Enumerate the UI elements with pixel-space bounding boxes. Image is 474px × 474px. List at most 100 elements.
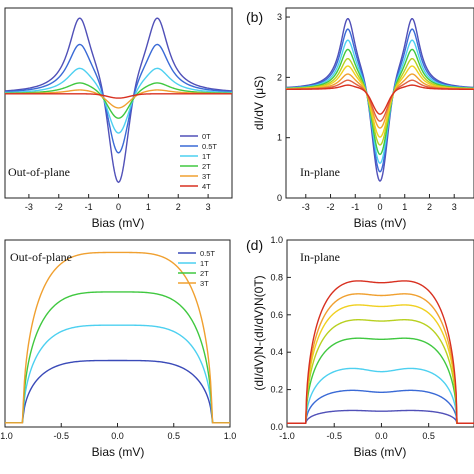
series-line-1t [5,324,230,424]
curves-a [4,17,233,184]
legend-entry: 1T [202,152,211,161]
legend-entry: 0T [202,132,211,141]
panel-d: -1.0 -0.5 0.0 0.5 0.0 0.2 0.4 0.6 0.8 1.0 (d) In… [246,235,474,459]
series-line-0 [285,17,474,182]
x-tick-label: -3 [25,202,33,212]
x-axis-label-c: Bias (mV) [92,445,145,459]
x-tick-label: 2 [427,202,432,212]
series-line-6 [285,73,474,129]
x-tick-label: 3 [452,202,457,212]
series-line-0.5t [4,43,233,154]
x-tick-label: 0.5 [167,431,180,441]
y-ticks-b: 0 1 2 3 [277,12,290,203]
x-tick-label: 1 [402,202,407,212]
x-ticks-d: -1.0 -0.5 0.0 0.5 [279,423,435,441]
x-tick-label: 3 [206,202,211,212]
series-line-1 [285,28,474,173]
series-line-5 [285,65,474,138]
x-ticks-c: -1.0 -0.5 0.0 0.5 1.0 [0,423,236,441]
y-tick-label: 0.6 [270,310,283,320]
x-tick-label: -0.5 [53,431,69,441]
y-tick-label: 3 [277,12,282,22]
legend-entry: 3T [202,172,211,181]
legend-entry: 2T [202,162,211,171]
curves-c [5,251,230,424]
y-tick-label: 1.0 [270,235,283,245]
series-line-0t [4,17,233,184]
x-tick-label: -0.5 [326,431,342,441]
y-tick-label: 0.0 [270,422,283,432]
series-line-4 [287,319,474,424]
x-tick-label: 2 [176,202,181,212]
legend-entry: 0.5T [202,142,217,151]
x-axis-label-d: Bias (mV) [354,445,407,459]
y-axis-label-d: (dI/dV)N-(dI/dV)N(0T) [252,275,266,390]
x-tick-label: -1.0 [279,431,295,441]
series-line-6 [287,293,474,424]
series-line-5 [287,304,474,424]
x-tick-label: -1 [351,202,359,212]
y-ticks-d: 0.0 0.2 0.4 0.6 0.8 1.0 [270,235,291,432]
series-line-2 [287,367,474,424]
legend-entry: 4T [202,182,211,191]
series-line-0.5t [5,359,230,424]
series-line-2t [4,82,233,119]
annotation-c: Out-of-plane [10,250,72,264]
x-tick-label: 0.5 [422,431,435,441]
series-line-3t [5,251,230,424]
series-line-8 [286,84,474,115]
x-tick-label: 0 [116,202,121,212]
y-tick-label: 0.2 [270,385,283,395]
x-tick-label: -3 [302,202,310,212]
y-tick-label: 1 [277,133,282,143]
panel-label-b: (b) [246,9,263,25]
x-tick-label: 0 [377,202,382,212]
curves-b [285,17,474,182]
legend-entry: 3T [200,279,209,288]
series-line-4t [5,93,232,99]
series-line-0 [287,409,474,424]
series-line-4 [285,57,474,146]
y-tick-label: 2 [277,72,282,82]
x-tick-label: 1.0 [224,431,237,441]
annotation-d: In-plane [300,250,340,264]
x-tick-label: 1 [146,202,151,212]
series-line-3 [285,48,474,156]
panel-label-d: (d) [246,237,263,253]
x-tick-label: -2 [55,202,63,212]
panel-c: -1.0 -0.5 0.0 0.5 1.0 Out-of-plane 0.5T1T2T3… [0,239,236,459]
legend-entry: 2T [200,269,209,278]
series-line-1 [287,389,474,424]
y-axis-label-b: dI/dV (μS) [252,76,266,130]
legend-entry: 1T [200,259,209,268]
legend-entry: 0.5T [200,249,215,258]
x-axis-label-a: Bias (mV) [92,216,145,230]
y-tick-label: 0.8 [270,272,283,282]
curves-d [287,280,474,424]
x-axis-label-b: Bias (mV) [354,216,407,230]
y-tick-label: 0 [277,193,282,203]
x-tick-label: 0.0 [111,431,124,441]
y-tick-label: 0.4 [270,347,283,357]
x-ticks-b: -3 -2 -1 0 1 2 3 [302,194,457,212]
x-tick-label: -2 [327,202,335,212]
series-line-7 [287,280,474,424]
annotation-b: In-plane [300,165,340,179]
series-line-1t [4,67,233,134]
series-line-2t [5,291,230,424]
plot-frame-c [4,239,231,428]
series-line-3 [287,337,474,424]
series-line-3t [5,89,232,109]
x-tick-label: 0.0 [375,431,388,441]
x-tick-label: -1 [85,202,93,212]
series-line-2 [285,39,474,165]
annotation-a: Out-of-plane [8,165,70,179]
x-ticks-a: -3 -2 -1 0 1 2 3 [25,194,211,212]
x-tick-label: -1.0 [0,431,13,441]
plot-frame-d [286,239,474,428]
